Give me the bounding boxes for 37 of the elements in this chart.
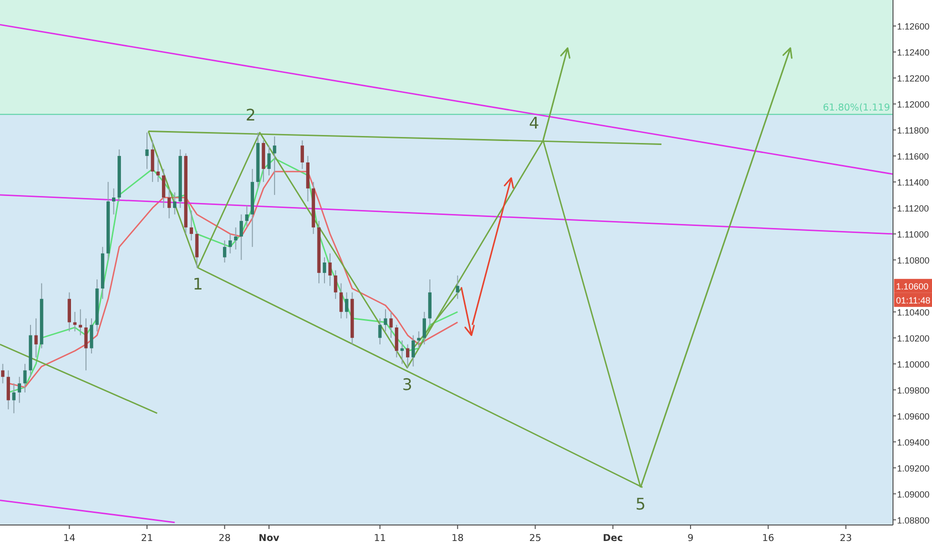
x-tick-label: Nov: [258, 533, 280, 544]
y-tick-label: 1.11800: [897, 125, 929, 136]
y-tick-label: 1.09000: [897, 489, 930, 500]
y-tick-label: 1.10200: [897, 333, 930, 344]
y-tick-label: 1.11400: [897, 177, 929, 188]
annotation: 4: [529, 113, 540, 132]
y-tick-label: 1.10000: [897, 359, 930, 370]
y-tick-label: 1.10800: [897, 255, 930, 266]
y-tick-label: 1.11600: [897, 151, 929, 162]
y-tick-label: 1.12200: [897, 73, 930, 84]
y-tick-label: 1.09800: [897, 385, 930, 396]
y-tick-label: 1.12600: [897, 21, 930, 32]
annotation: 5: [636, 494, 646, 514]
y-tick-label: 1.08800: [897, 515, 930, 526]
x-tick-label: 28: [218, 533, 231, 544]
y-tick-label: 1.09200: [897, 463, 930, 474]
annotation: 3: [402, 374, 412, 394]
x-tick-label: Dec: [602, 533, 623, 544]
y-tick-label: 1.12400: [897, 47, 930, 58]
y-tick-label: 1.09600: [897, 411, 930, 422]
text: 01:11:48: [896, 295, 930, 306]
x-tick-label: 9: [688, 533, 694, 544]
x-tick-label: 21: [140, 533, 154, 544]
x-tick-label: 25: [529, 533, 542, 544]
x-tick-label: 11: [374, 533, 386, 544]
y-tick-label: 1.10400: [897, 307, 930, 318]
x-tick-label: 16: [762, 533, 774, 544]
annotation: 1: [192, 274, 203, 294]
y-tick-label: 1.09400: [897, 437, 930, 448]
x-tick-label: 23: [840, 533, 852, 544]
y-tick-label: 1.12000: [897, 99, 930, 110]
x-tick-label: 14: [63, 533, 76, 544]
y-tick-label: 1.11200: [897, 203, 929, 214]
ref-line-label: 61.80%(1.119: [822, 102, 890, 114]
x-tick-label: 18: [452, 533, 464, 544]
text: 1.10600: [896, 281, 929, 292]
y-tick-label: 1.11000: [897, 229, 929, 240]
